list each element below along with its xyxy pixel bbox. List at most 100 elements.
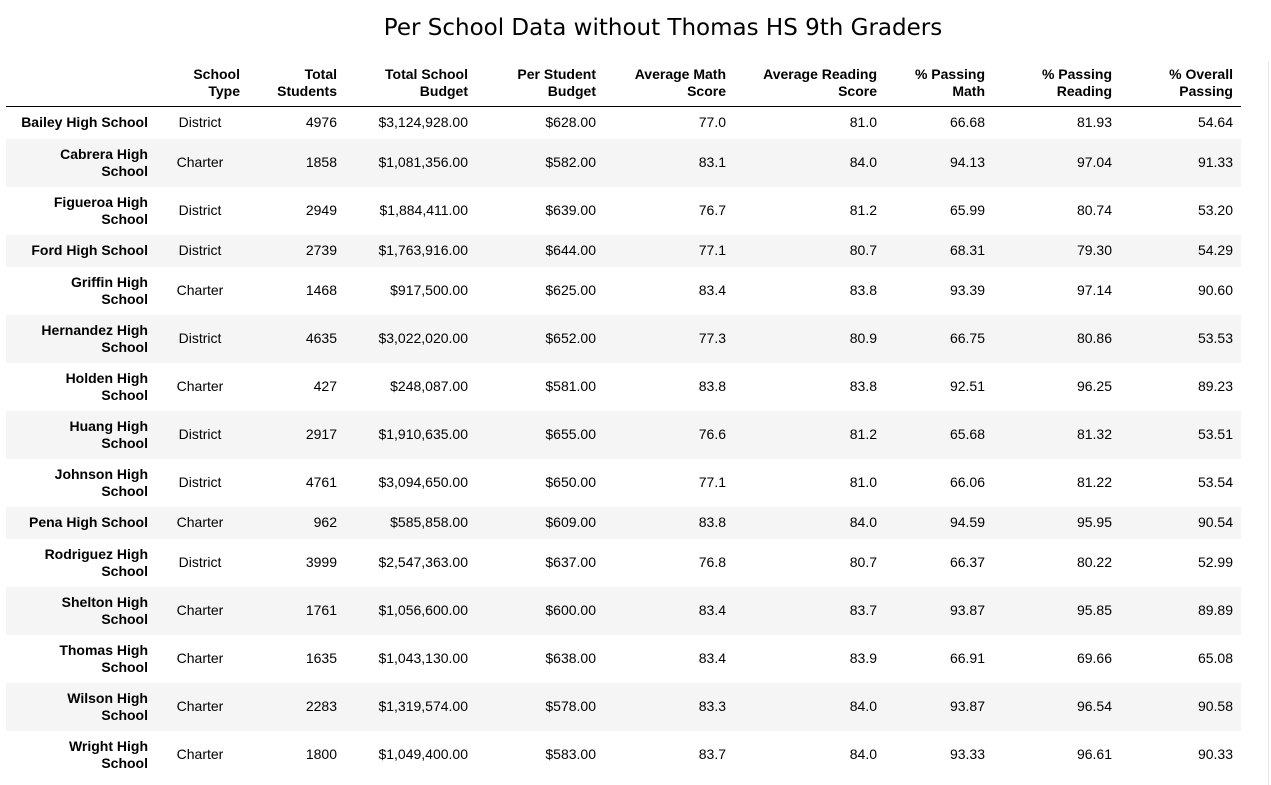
overall-passing-cell: 89.89	[1197, 602, 1233, 618]
passing-reading-cell: 69.66	[1076, 650, 1112, 666]
average-math-cell: 83.8	[698, 378, 726, 394]
column-header-line: Average Math	[634, 66, 726, 82]
school-name-cell: Huang High School	[6, 411, 156, 459]
passing-reading-cell: 81.32	[1076, 426, 1112, 442]
total-budget-cell: $1,884,411.00	[379, 202, 469, 218]
passing-reading-cell: 95.95	[1076, 514, 1112, 530]
table-body: Bailey High School District 4976 $3,124,928…	[6, 106, 1241, 779]
column-header-line: Budget	[419, 83, 468, 99]
school-name: Wilson High	[67, 689, 148, 706]
total-students-cell: 2739	[305, 242, 337, 258]
passing-math-cell: 66.37	[949, 554, 985, 570]
overall-passing-cell: 53.51	[1197, 426, 1233, 442]
column-header-total-school-budget: Total School Budget	[345, 64, 476, 107]
column-header-school-type: School Type	[156, 64, 248, 107]
school-type-cell: Charter	[176, 378, 224, 394]
table-row: Huang High School District 2917 $1,910,635.0…	[6, 410, 1241, 459]
school-name: Griffin High	[71, 273, 148, 290]
column-header-line: % Passing	[1041, 66, 1112, 82]
school-name: Bailey High School	[21, 114, 148, 131]
total-students-cell: 4976	[305, 114, 337, 131]
column-header-line: Score	[838, 83, 877, 99]
school-name-cell: Figueroa High School	[6, 187, 156, 235]
average-reading-cell: 84.0	[849, 746, 877, 762]
school-name: Wright High	[68, 737, 148, 754]
total-students-cell: 1858	[305, 154, 337, 170]
average-math-cell: 76.6	[698, 426, 726, 442]
total-budget-cell: $1,056,600.00	[378, 602, 468, 618]
school-name: Rodriguez High	[44, 545, 148, 562]
column-header-line: % Passing	[914, 66, 985, 82]
column-header-passing-math: % Passing Math	[885, 64, 993, 107]
overall-passing-cell: 53.53	[1197, 330, 1233, 346]
total-budget-cell: $1,081,356.00	[378, 154, 468, 170]
school-type-cell: District	[178, 114, 222, 131]
total-budget-cell: $1,319,574.00	[378, 698, 468, 714]
per-student-budget-cell: $625.00	[545, 282, 596, 298]
school-name: School	[101, 434, 148, 451]
per-student-budget-cell: $650.00	[545, 474, 596, 490]
column-header-line: Per Student	[517, 66, 596, 82]
average-reading-cell: 84.0	[849, 154, 877, 170]
passing-math-cell: 66.91	[949, 650, 985, 666]
average-math-cell: 83.7	[698, 746, 726, 762]
passing-reading-cell: 96.54	[1076, 698, 1112, 714]
school-name-cell: Rodriguez High School	[6, 539, 156, 587]
school-type-cell: Charter	[176, 282, 224, 298]
average-math-cell: 77.1	[698, 242, 726, 258]
school-type-cell: District	[178, 426, 222, 442]
per-student-budget-cell: $637.00	[545, 554, 596, 570]
school-name: School	[101, 610, 148, 627]
school-type-cell: Charter	[176, 746, 224, 762]
school-data-table: School Type Total Students Total School Budge…	[6, 64, 1241, 779]
header-row: School Type Total Students Total School Budge…	[6, 64, 1241, 107]
school-type-cell: Charter	[176, 154, 224, 170]
scroll-edge-divider	[1268, 62, 1269, 785]
overall-passing-cell: 53.20	[1197, 202, 1233, 218]
total-budget-cell: $1,763,916.00	[378, 242, 468, 258]
total-students-cell: 962	[313, 514, 337, 530]
school-name: Huang High	[69, 417, 148, 434]
column-header-line: % Overall	[1169, 66, 1233, 82]
per-student-budget-cell: $609.00	[545, 514, 596, 530]
school-name-cell: Shelton High School	[6, 587, 156, 635]
average-reading-cell: 81.2	[849, 202, 877, 218]
column-header-line: Students	[277, 83, 337, 99]
total-budget-cell: $3,124,928.00	[378, 114, 468, 131]
passing-reading-cell: 81.22	[1076, 474, 1112, 490]
passing-reading-cell: 81.93	[1076, 114, 1112, 131]
average-reading-cell: 83.8	[849, 378, 877, 394]
school-name-cell: Ford High School	[6, 235, 156, 267]
per-student-budget-cell: $583.00	[545, 746, 596, 762]
column-header-line: School	[193, 66, 240, 82]
school-name-cell: Wilson High School	[6, 683, 156, 731]
average-reading-cell: 81.0	[849, 474, 877, 490]
school-name-cell: Bailey High School	[6, 107, 156, 139]
column-header-line: Total	[304, 66, 337, 82]
school-type-cell: Charter	[176, 602, 224, 618]
total-students-cell: 1468	[305, 282, 337, 298]
average-math-cell: 77.1	[698, 474, 726, 490]
school-name: School	[101, 754, 148, 771]
total-students-cell: 1761	[305, 602, 337, 618]
average-math-cell: 76.7	[698, 202, 726, 218]
average-reading-cell: 83.9	[849, 650, 877, 666]
school-name: Figueroa High	[53, 193, 148, 210]
per-student-budget-cell: $578.00	[545, 698, 596, 714]
column-header-line: Math	[952, 83, 985, 99]
total-budget-cell: $1,043,130.00	[378, 650, 468, 666]
overall-passing-cell: 90.58	[1197, 698, 1233, 714]
school-name: School	[101, 162, 148, 179]
overall-passing-cell: 90.54	[1197, 514, 1233, 530]
column-header-line: Total School	[385, 66, 468, 82]
per-student-budget-cell: $638.00	[545, 650, 596, 666]
school-name-cell: Hernandez High School	[6, 315, 156, 363]
overall-passing-cell: 90.60	[1197, 282, 1233, 298]
school-name-cell: Wright High School	[6, 731, 156, 779]
column-header-passing-reading: % Passing Reading	[993, 64, 1120, 107]
total-students-cell: 1635	[305, 650, 337, 666]
total-students-cell: 1800	[305, 746, 337, 762]
school-name: School	[101, 290, 148, 307]
table-row: Bailey High School District 4976 $3,124,928…	[6, 106, 1241, 139]
per-student-budget-cell: $644.00	[545, 242, 596, 258]
